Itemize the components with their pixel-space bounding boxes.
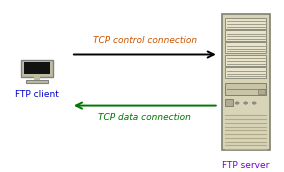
Bar [225,42,266,53]
Bar [225,18,266,29]
Text: FTP server: FTP server [222,161,269,170]
Bar [225,30,266,41]
Circle shape [244,102,248,104]
Circle shape [252,102,256,104]
Bar [258,89,265,94]
Bar [24,62,50,74]
Bar [225,55,266,66]
Text: TCP control connection: TCP control connection [93,36,197,45]
Bar [21,60,53,77]
Bar [225,99,233,106]
Text: TCP data connection: TCP data connection [98,113,191,122]
Bar [225,67,266,78]
Circle shape [235,102,239,104]
Bar [225,83,266,95]
Bar [222,14,270,150]
Bar [26,80,48,83]
Text: FTP client: FTP client [15,90,59,99]
Bar [34,76,40,80]
